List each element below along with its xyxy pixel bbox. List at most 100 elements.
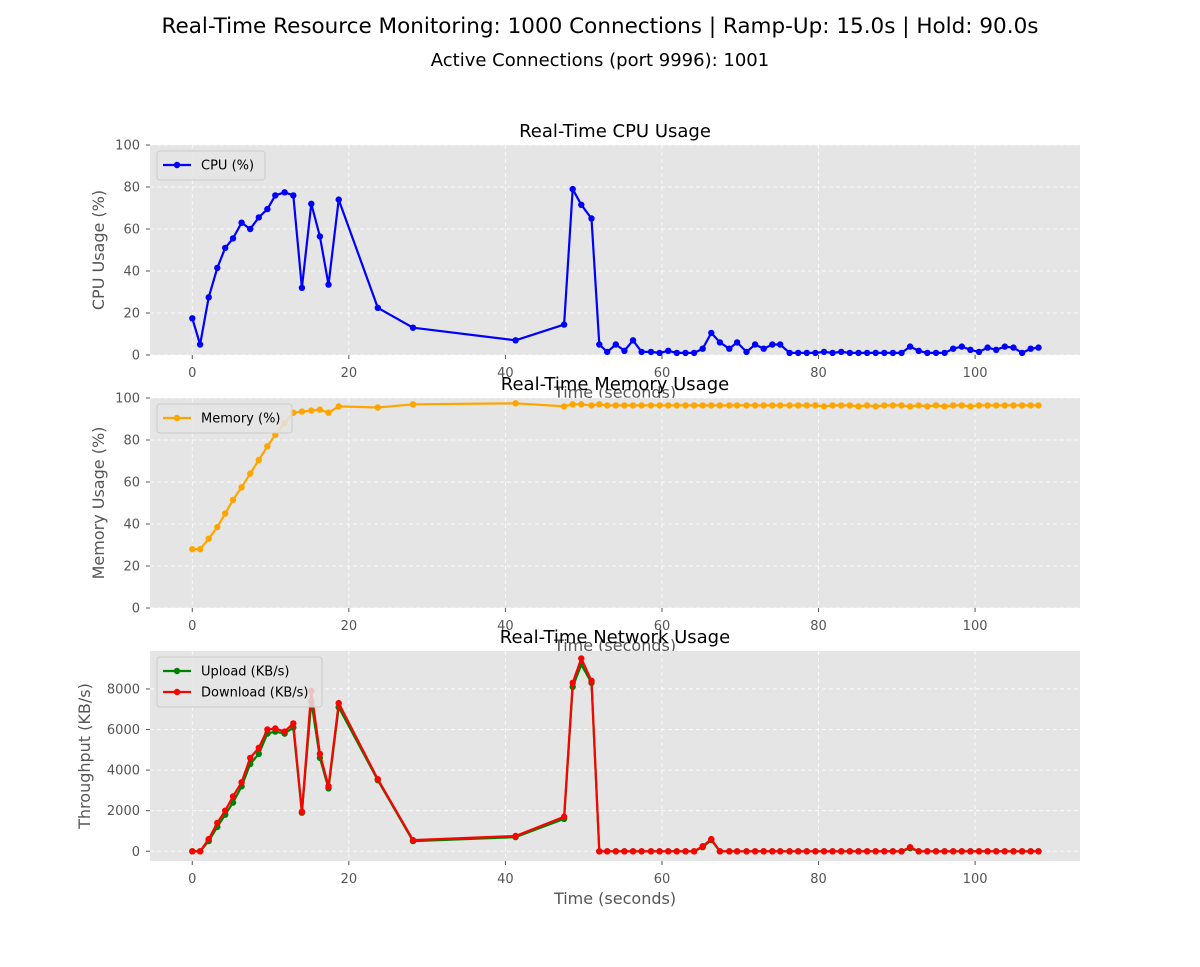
- data-point: [906, 343, 914, 350]
- data-point: [647, 848, 655, 855]
- data-point: [298, 408, 306, 415]
- legend-swatch-marker: [173, 414, 181, 422]
- data-point: [673, 848, 680, 855]
- y-tick-label: 60: [123, 223, 140, 238]
- chart-cpu: 0 20 40 60 80 100 0 20 40 60 80 100 Time (seconds) CP…: [89, 121, 1080, 402]
- data-point: [993, 346, 1000, 353]
- data-point: [932, 402, 940, 409]
- data-point: [604, 348, 611, 356]
- data-point: [569, 679, 576, 687]
- data-point: [222, 244, 229, 252]
- data-point: [846, 848, 853, 855]
- data-point: [716, 339, 724, 346]
- data-point: [786, 848, 793, 855]
- data-point: [255, 750, 262, 758]
- data-point: [699, 345, 706, 352]
- data-point: [898, 848, 905, 855]
- data-point: [308, 200, 315, 207]
- data-point: [335, 196, 342, 203]
- data-point: [374, 776, 381, 783]
- data-point: [409, 324, 417, 331]
- data-point: [967, 848, 974, 855]
- data-point: [751, 402, 759, 409]
- data-point: [588, 677, 595, 684]
- data-point: [751, 341, 759, 348]
- y-axis-label: Memory Usage (%): [89, 427, 108, 580]
- plot-area: [150, 398, 1080, 608]
- data-point: [588, 215, 595, 222]
- data-point: [629, 402, 637, 409]
- data-point: [975, 402, 983, 409]
- y-tick-label: 20: [123, 560, 140, 575]
- data-point: [335, 699, 342, 707]
- data-point: [247, 225, 254, 233]
- data-point: [560, 321, 568, 328]
- data-point: [569, 401, 576, 408]
- x-axis-label: Time (seconds): [553, 889, 676, 908]
- data-point: [647, 402, 655, 409]
- chart-memory: 0 20 40 60 80 100 0 20 40 60 80 100 Time (seconds) Me…: [89, 374, 1080, 655]
- data-point: [665, 402, 672, 409]
- data-point: [222, 807, 229, 814]
- data-point: [596, 341, 603, 348]
- data-point: [769, 341, 776, 348]
- data-point: [578, 401, 585, 408]
- x-tick-label: 0: [188, 366, 196, 381]
- data-point: [638, 402, 645, 409]
- data-point: [1027, 345, 1034, 352]
- data-point: [855, 848, 862, 855]
- x-tick-label: 60: [654, 366, 671, 381]
- legend-box: [156, 403, 293, 434]
- data-point: [751, 848, 759, 855]
- data-point: [665, 848, 672, 855]
- data-point: [512, 400, 519, 407]
- legend: Upload (KB/s) Download (KB/s): [156, 656, 323, 708]
- data-point: [795, 349, 802, 357]
- data-point: [189, 546, 196, 553]
- data-point: [560, 813, 568, 820]
- legend: Memory (%): [156, 403, 293, 434]
- data-point: [881, 349, 888, 357]
- data-point: [726, 402, 733, 409]
- data-point: [769, 848, 776, 855]
- data-point: [621, 402, 628, 409]
- data-point: [889, 848, 897, 855]
- data-point: [881, 402, 888, 409]
- data-point: [716, 848, 724, 855]
- x-tick-label: 20: [341, 872, 358, 887]
- data-point: [924, 403, 931, 410]
- chart-title: Real-Time CPU Usage: [519, 121, 711, 142]
- data-point: [638, 848, 645, 855]
- data-point: [906, 844, 914, 851]
- data-point: [915, 848, 922, 855]
- data-point: [1010, 848, 1017, 855]
- data-point: [229, 235, 237, 242]
- data-point: [612, 402, 619, 409]
- data-point: [205, 294, 212, 301]
- y-axis-label: Throughput (KB/s): [75, 683, 94, 830]
- data-point: [915, 347, 922, 354]
- data-point: [812, 848, 819, 855]
- data-point: [993, 848, 1000, 855]
- data-point: [1001, 402, 1008, 409]
- data-point: [708, 329, 715, 337]
- data-point: [214, 264, 221, 272]
- data-point: [1027, 402, 1034, 409]
- data-point: [958, 848, 965, 855]
- data-point: [409, 401, 417, 408]
- data-point: [760, 848, 767, 855]
- data-point: [290, 192, 297, 199]
- y-tick-label: 20: [123, 307, 140, 322]
- data-point: [673, 402, 680, 409]
- data-point: [777, 848, 784, 855]
- data-point: [855, 403, 862, 410]
- data-point: [264, 726, 271, 733]
- figure-title: Real-Time Resource Monitoring: 1000 Conn…: [161, 14, 1039, 39]
- x-tick-label: 40: [497, 872, 514, 887]
- data-point: [743, 848, 750, 855]
- data-point: [984, 848, 991, 855]
- data-point: [596, 848, 603, 855]
- data-point: [205, 835, 212, 843]
- data-point: [272, 192, 279, 199]
